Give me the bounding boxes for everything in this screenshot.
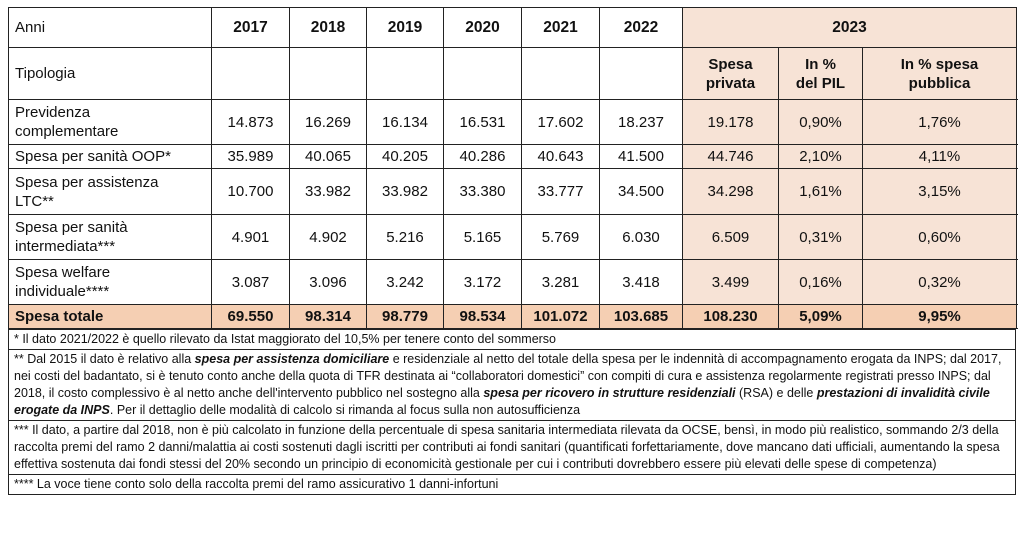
table-cell: 34.298	[682, 168, 779, 215]
table-cell: 6.509	[682, 214, 779, 260]
anni-label: Anni	[8, 7, 212, 48]
table-cell: 40.286	[443, 144, 522, 169]
table-cell: 34.500	[599, 168, 683, 215]
table-cell: 14.873	[211, 99, 290, 145]
total-label: Spesa totale	[8, 304, 212, 329]
subheader-spesa-pubblica: In % spesa pubblica	[861, 47, 1018, 100]
table-cell: 33.982	[289, 168, 367, 215]
table-cell: 40.205	[366, 144, 444, 169]
table-row: Spesa welfare individuale**** 3.087 3.096…	[8, 259, 1018, 305]
table-cell: 3.242	[366, 259, 444, 305]
row-label: Spesa per sanità intermediata***	[8, 214, 212, 260]
table-cell: 3.418	[599, 259, 683, 305]
subheader-pil: In % del PIL	[778, 47, 863, 100]
table-cell: 16.269	[289, 99, 367, 145]
table-cell: 33.777	[521, 168, 600, 215]
subheader-spesa-privata: Spesa privata	[682, 47, 779, 100]
footnote-2: ** Dal 2015 il dato è relativo alla spes…	[8, 349, 1016, 421]
year-header: 2018	[289, 7, 367, 48]
footnote-4: **** La voce tiene conto solo della racc…	[8, 474, 1016, 495]
table-cell: 3,15%	[861, 168, 1018, 215]
table-row: Spesa per assistenza LTC** 10.700 33.982 …	[8, 168, 1018, 215]
table-cell: 35.989	[211, 144, 290, 169]
table-cell: 41.500	[599, 144, 683, 169]
total-cell: 98.314	[289, 304, 367, 329]
year-header: 2017	[211, 7, 290, 48]
table-cell: 4.902	[289, 214, 367, 260]
footnote-1: * Il dato 2021/2022 è quello rilevato da…	[8, 329, 1016, 350]
footnote-3: *** Il dato, a partire dal 2018, non è p…	[8, 420, 1016, 475]
total-cell: 103.685	[599, 304, 683, 329]
table-cell: 3.096	[289, 259, 367, 305]
tipologia-label: Tipologia	[8, 47, 212, 100]
welfare-spending-table: Anni 2017 2018 2019 2020 2021 2022 2023 …	[8, 7, 1018, 329]
table-cell: 2,10%	[778, 144, 863, 169]
table-cell: 3.499	[682, 259, 779, 305]
table-cell: 5.769	[521, 214, 600, 260]
table-cell: 3.281	[521, 259, 600, 305]
table-row: Spesa per sanità intermediata*** 4.901 4.…	[8, 214, 1018, 260]
year-2023-header: 2023	[681, 7, 1018, 48]
row-label: Spesa welfare individuale****	[8, 259, 212, 305]
table-cell: 33.380	[443, 168, 522, 215]
table-cell: 1,61%	[778, 168, 863, 215]
row-label: Spesa per assistenza LTC**	[8, 168, 212, 215]
year-header: 2020	[443, 7, 522, 48]
table-cell: 0,16%	[778, 259, 863, 305]
year-header: 2022	[599, 7, 683, 48]
table-cell: 18.237	[599, 99, 683, 145]
row-label: Previdenza complementare	[8, 99, 212, 145]
table-cell: 0,60%	[861, 214, 1018, 260]
year-header: 2019	[366, 7, 444, 48]
table-row: Spesa per sanità OOP* 35.989 40.065 40.2…	[8, 144, 1018, 169]
table-cell: 3.172	[443, 259, 522, 305]
table-cell: 0,90%	[778, 99, 863, 145]
table-cell: 6.030	[599, 214, 683, 260]
table-cell: 10.700	[211, 168, 290, 215]
table-cell: 33.982	[366, 168, 444, 215]
total-cell: 98.534	[443, 304, 522, 329]
table-cell: 17.602	[521, 99, 600, 145]
table-container: Anni 2017 2018 2019 2020 2021 2022 2023 …	[8, 7, 1018, 495]
table-cell: 3.087	[211, 259, 290, 305]
total-cell: 5,09%	[778, 304, 863, 329]
table-cell: 16.531	[443, 99, 522, 145]
year-header: 2021	[521, 7, 600, 48]
total-cell: 9,95%	[861, 304, 1018, 329]
table-cell: 19.178	[682, 99, 779, 145]
header-years-row: Anni 2017 2018 2019 2020 2021 2022 2023	[8, 7, 1018, 48]
total-cell: 108.230	[682, 304, 779, 329]
total-cell: 69.550	[211, 304, 290, 329]
table-cell: 0,31%	[778, 214, 863, 260]
table-cell: 16.134	[366, 99, 444, 145]
table-cell: 44.746	[682, 144, 779, 169]
total-row: Spesa totale 69.550 98.314 98.779 98.534…	[8, 304, 1018, 329]
total-cell: 98.779	[366, 304, 444, 329]
table-cell: 40.643	[521, 144, 600, 169]
table-cell: 1,76%	[861, 99, 1018, 145]
table-cell: 0,32%	[861, 259, 1018, 305]
table-row: Previdenza complementare 14.873 16.269 16…	[8, 99, 1018, 145]
table-cell: 4.901	[211, 214, 290, 260]
row-label: Spesa per sanità OOP*	[8, 144, 212, 169]
total-cell: 101.072	[521, 304, 600, 329]
table-cell: 4,11%	[861, 144, 1018, 169]
footnotes-table: * Il dato 2021/2022 è quello rilevato da…	[8, 329, 1016, 495]
header-tipologia-row: Tipologia Spesa privata In % del PIL In % …	[8, 47, 1018, 100]
table-cell: 5.216	[366, 214, 444, 260]
table-cell: 5.165	[443, 214, 522, 260]
table-cell: 40.065	[289, 144, 367, 169]
